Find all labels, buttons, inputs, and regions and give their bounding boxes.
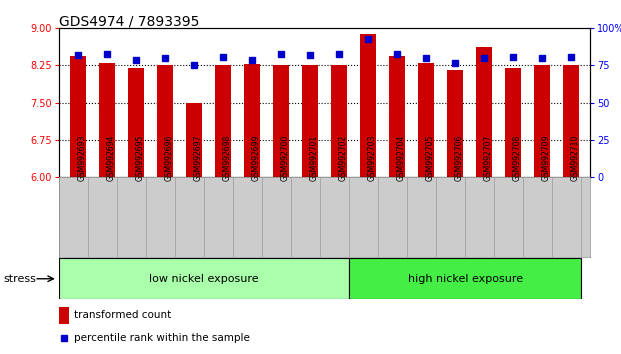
Bar <box>273 65 289 177</box>
Bar <box>99 63 115 177</box>
Text: GSM992705: GSM992705 <box>426 135 435 181</box>
Text: GSM992703: GSM992703 <box>368 135 377 181</box>
Text: GSM992693: GSM992693 <box>78 135 87 181</box>
Text: percentile rank within the sample: percentile rank within the sample <box>74 332 250 343</box>
Text: GSM992701: GSM992701 <box>310 135 319 181</box>
Text: GSM992699: GSM992699 <box>252 135 261 181</box>
Bar <box>331 65 347 177</box>
Bar <box>349 258 581 299</box>
Bar <box>59 258 349 299</box>
Text: transformed count: transformed count <box>74 310 171 320</box>
Text: GSM992706: GSM992706 <box>455 135 464 181</box>
Text: GSM992694: GSM992694 <box>107 135 116 181</box>
Text: high nickel exposure: high nickel exposure <box>407 274 523 284</box>
Bar <box>215 65 231 177</box>
Text: GSM992700: GSM992700 <box>281 135 290 181</box>
Text: GSM992709: GSM992709 <box>542 135 551 181</box>
Bar <box>418 63 434 177</box>
Bar <box>476 47 492 177</box>
Text: stress: stress <box>3 274 36 284</box>
Text: GSM992696: GSM992696 <box>165 135 174 181</box>
Bar <box>534 65 550 177</box>
Bar <box>447 70 463 177</box>
Text: GSM992704: GSM992704 <box>397 135 406 181</box>
Text: GSM992710: GSM992710 <box>571 135 580 181</box>
Bar <box>389 56 405 177</box>
Text: GSM992698: GSM992698 <box>223 135 232 181</box>
Bar <box>302 65 318 177</box>
Bar <box>505 68 521 177</box>
Bar <box>157 65 173 177</box>
Bar <box>70 56 86 177</box>
Text: low nickel exposure: low nickel exposure <box>149 274 259 284</box>
Text: GSM992707: GSM992707 <box>484 135 493 181</box>
Bar <box>128 68 144 177</box>
Bar <box>59 307 68 324</box>
Text: GSM992695: GSM992695 <box>136 135 145 181</box>
Text: GSM992702: GSM992702 <box>339 135 348 181</box>
Text: GDS4974 / 7893395: GDS4974 / 7893395 <box>59 14 199 28</box>
Text: GSM992708: GSM992708 <box>513 135 522 181</box>
Bar <box>360 34 376 177</box>
Text: GSM992697: GSM992697 <box>194 135 203 181</box>
Bar <box>563 65 579 177</box>
Bar <box>186 103 202 177</box>
Bar <box>244 64 260 177</box>
